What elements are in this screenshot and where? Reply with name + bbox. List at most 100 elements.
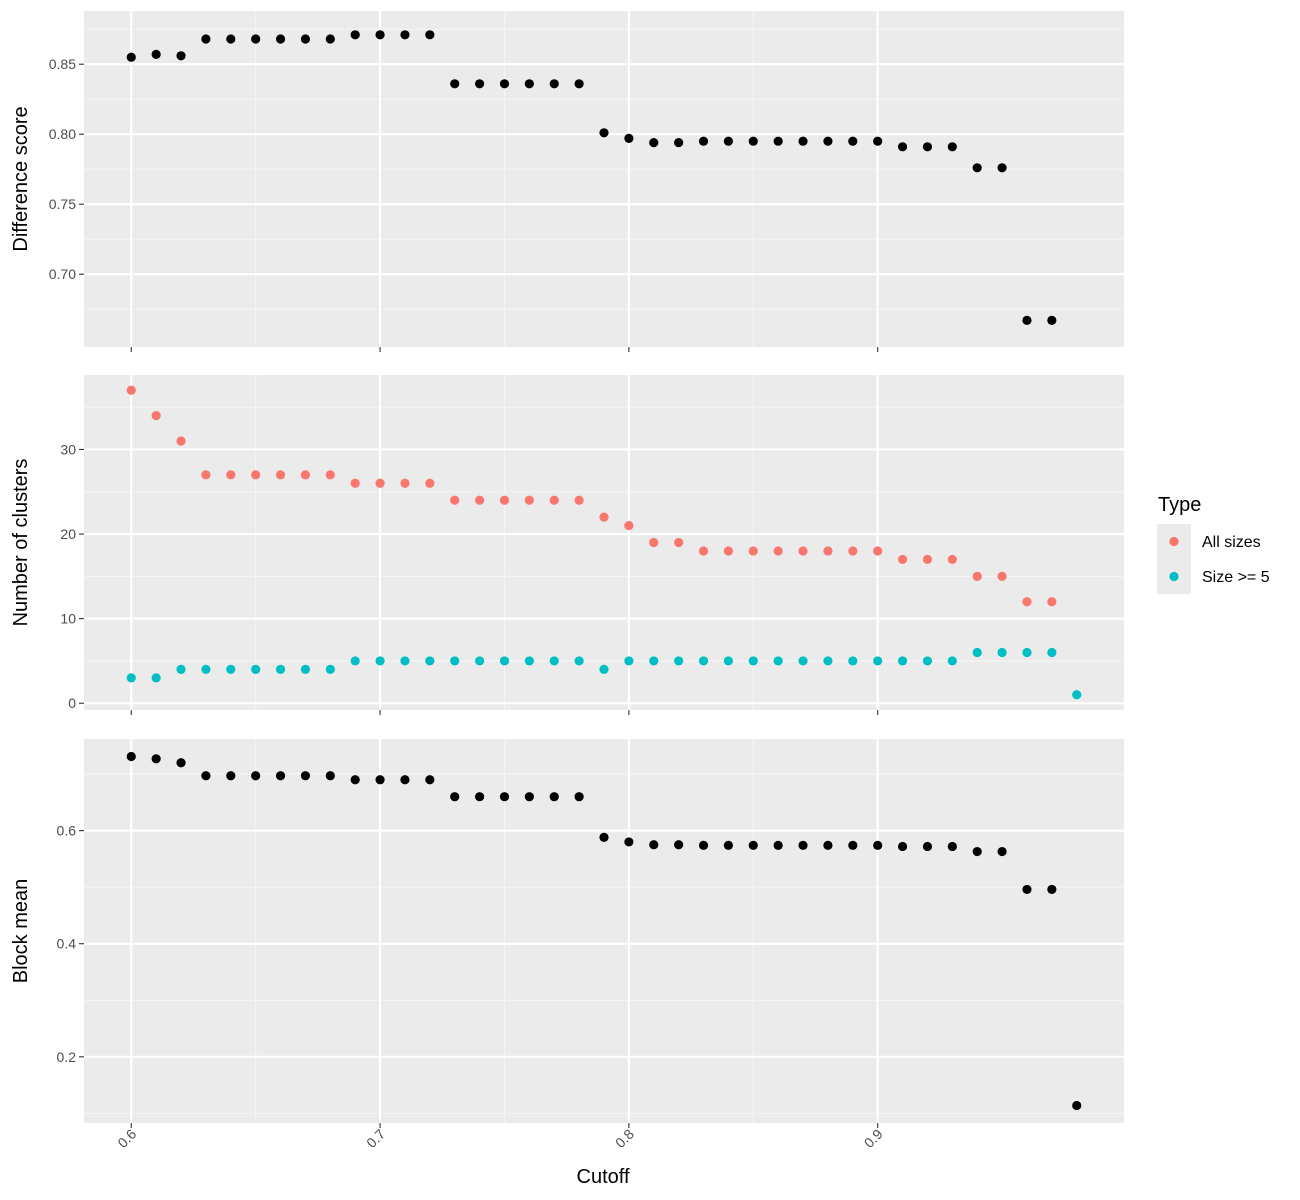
data-point	[723, 656, 734, 666]
data-point	[798, 840, 808, 850]
data-point	[698, 136, 709, 146]
data-point	[674, 537, 684, 548]
data-point	[698, 546, 709, 556]
data-point	[649, 138, 659, 148]
y-axis-title: Block mean	[10, 879, 32, 984]
data-point	[698, 656, 709, 666]
data-point	[325, 470, 335, 480]
data-point	[425, 478, 435, 488]
data-point	[201, 771, 211, 781]
data-point	[474, 79, 485, 89]
data-point	[873, 546, 883, 556]
data-point	[723, 136, 734, 146]
x-tick-label: 0.7	[363, 1126, 388, 1151]
data-point	[126, 52, 136, 62]
data-point	[823, 546, 833, 556]
legend-key-point	[1169, 536, 1179, 547]
legend-keys: All sizes Size >= 5	[1157, 524, 1270, 594]
data-point	[972, 846, 982, 857]
data-point	[897, 554, 908, 565]
data-point	[176, 436, 186, 446]
y-tick-label: 0.4	[57, 936, 77, 952]
data-point	[549, 495, 559, 505]
data-point	[151, 754, 161, 764]
data-point	[748, 656, 758, 666]
panel-background	[84, 11, 1124, 347]
legend-item-label: All sizes	[1202, 534, 1261, 551]
panel-background	[84, 739, 1124, 1123]
panel-3: 0.2 0.4 0.6 Block mean	[10, 739, 1124, 1128]
data-point	[300, 34, 311, 44]
data-point	[649, 656, 659, 666]
data-point	[226, 664, 236, 674]
data-point	[425, 775, 435, 785]
data-point	[251, 664, 261, 674]
data-point	[599, 664, 609, 674]
data-point	[524, 79, 534, 89]
data-point	[524, 792, 534, 802]
data-point	[151, 411, 161, 421]
data-point	[275, 771, 286, 781]
data-point	[151, 49, 161, 60]
panel-2: 0 10 20 30 Number of clusters	[10, 375, 1124, 715]
data-point	[226, 771, 236, 781]
data-point	[1047, 597, 1057, 607]
data-point	[624, 133, 634, 143]
data-point	[300, 771, 311, 781]
data-point	[823, 840, 833, 850]
y-axis-title: Number of clusters	[10, 459, 32, 627]
data-point	[798, 136, 808, 146]
data-point	[450, 79, 460, 89]
data-point	[624, 837, 634, 847]
data-point	[549, 792, 559, 802]
data-point	[599, 832, 609, 843]
data-point	[873, 656, 883, 666]
data-point	[350, 478, 360, 488]
data-point	[176, 664, 186, 674]
data-point	[997, 846, 1007, 857]
y-tick-label: 0.75	[49, 196, 76, 212]
data-point	[823, 656, 833, 666]
data-point	[873, 840, 883, 850]
panels: 0.70 0.75 0.80 0.85 Difference score 0 10 20 30 N…	[10, 11, 1124, 1128]
y-tick-label: 0.70	[49, 266, 76, 282]
data-point	[947, 142, 957, 152]
data-point	[1022, 597, 1032, 607]
data-point	[848, 840, 858, 850]
data-point	[474, 792, 485, 802]
data-point	[499, 792, 510, 802]
data-point	[1022, 647, 1032, 658]
data-point	[400, 30, 410, 40]
data-point	[723, 546, 734, 556]
series-1	[126, 385, 1057, 607]
data-point	[325, 771, 335, 781]
data-point	[549, 79, 559, 89]
x-tick-label: 0.6	[114, 1126, 139, 1151]
data-point	[549, 656, 559, 666]
data-point	[325, 664, 335, 674]
panel-background	[84, 375, 1124, 710]
series-2	[126, 647, 1082, 700]
data-point	[474, 495, 485, 505]
y-tick-label: 0	[68, 695, 76, 711]
data-point	[450, 495, 460, 505]
series-1	[126, 751, 1082, 1111]
data-point	[400, 775, 410, 785]
data-point	[524, 495, 534, 505]
y-tick-label: 0.2	[57, 1049, 77, 1065]
data-point	[1072, 1100, 1082, 1111]
data-point	[848, 136, 858, 146]
data-point	[450, 656, 460, 666]
data-point	[848, 546, 858, 556]
y-tick-label: 30	[60, 441, 76, 457]
data-point	[251, 470, 261, 480]
data-point	[325, 34, 335, 44]
data-point	[350, 775, 360, 785]
data-point	[1047, 647, 1057, 658]
legend: Type All sizes Size >= 5	[1157, 494, 1270, 594]
x-axis-title: Cutoff	[577, 1166, 630, 1188]
data-point	[599, 512, 609, 522]
data-point	[773, 840, 783, 850]
data-point	[1022, 315, 1032, 325]
data-point	[350, 30, 360, 40]
